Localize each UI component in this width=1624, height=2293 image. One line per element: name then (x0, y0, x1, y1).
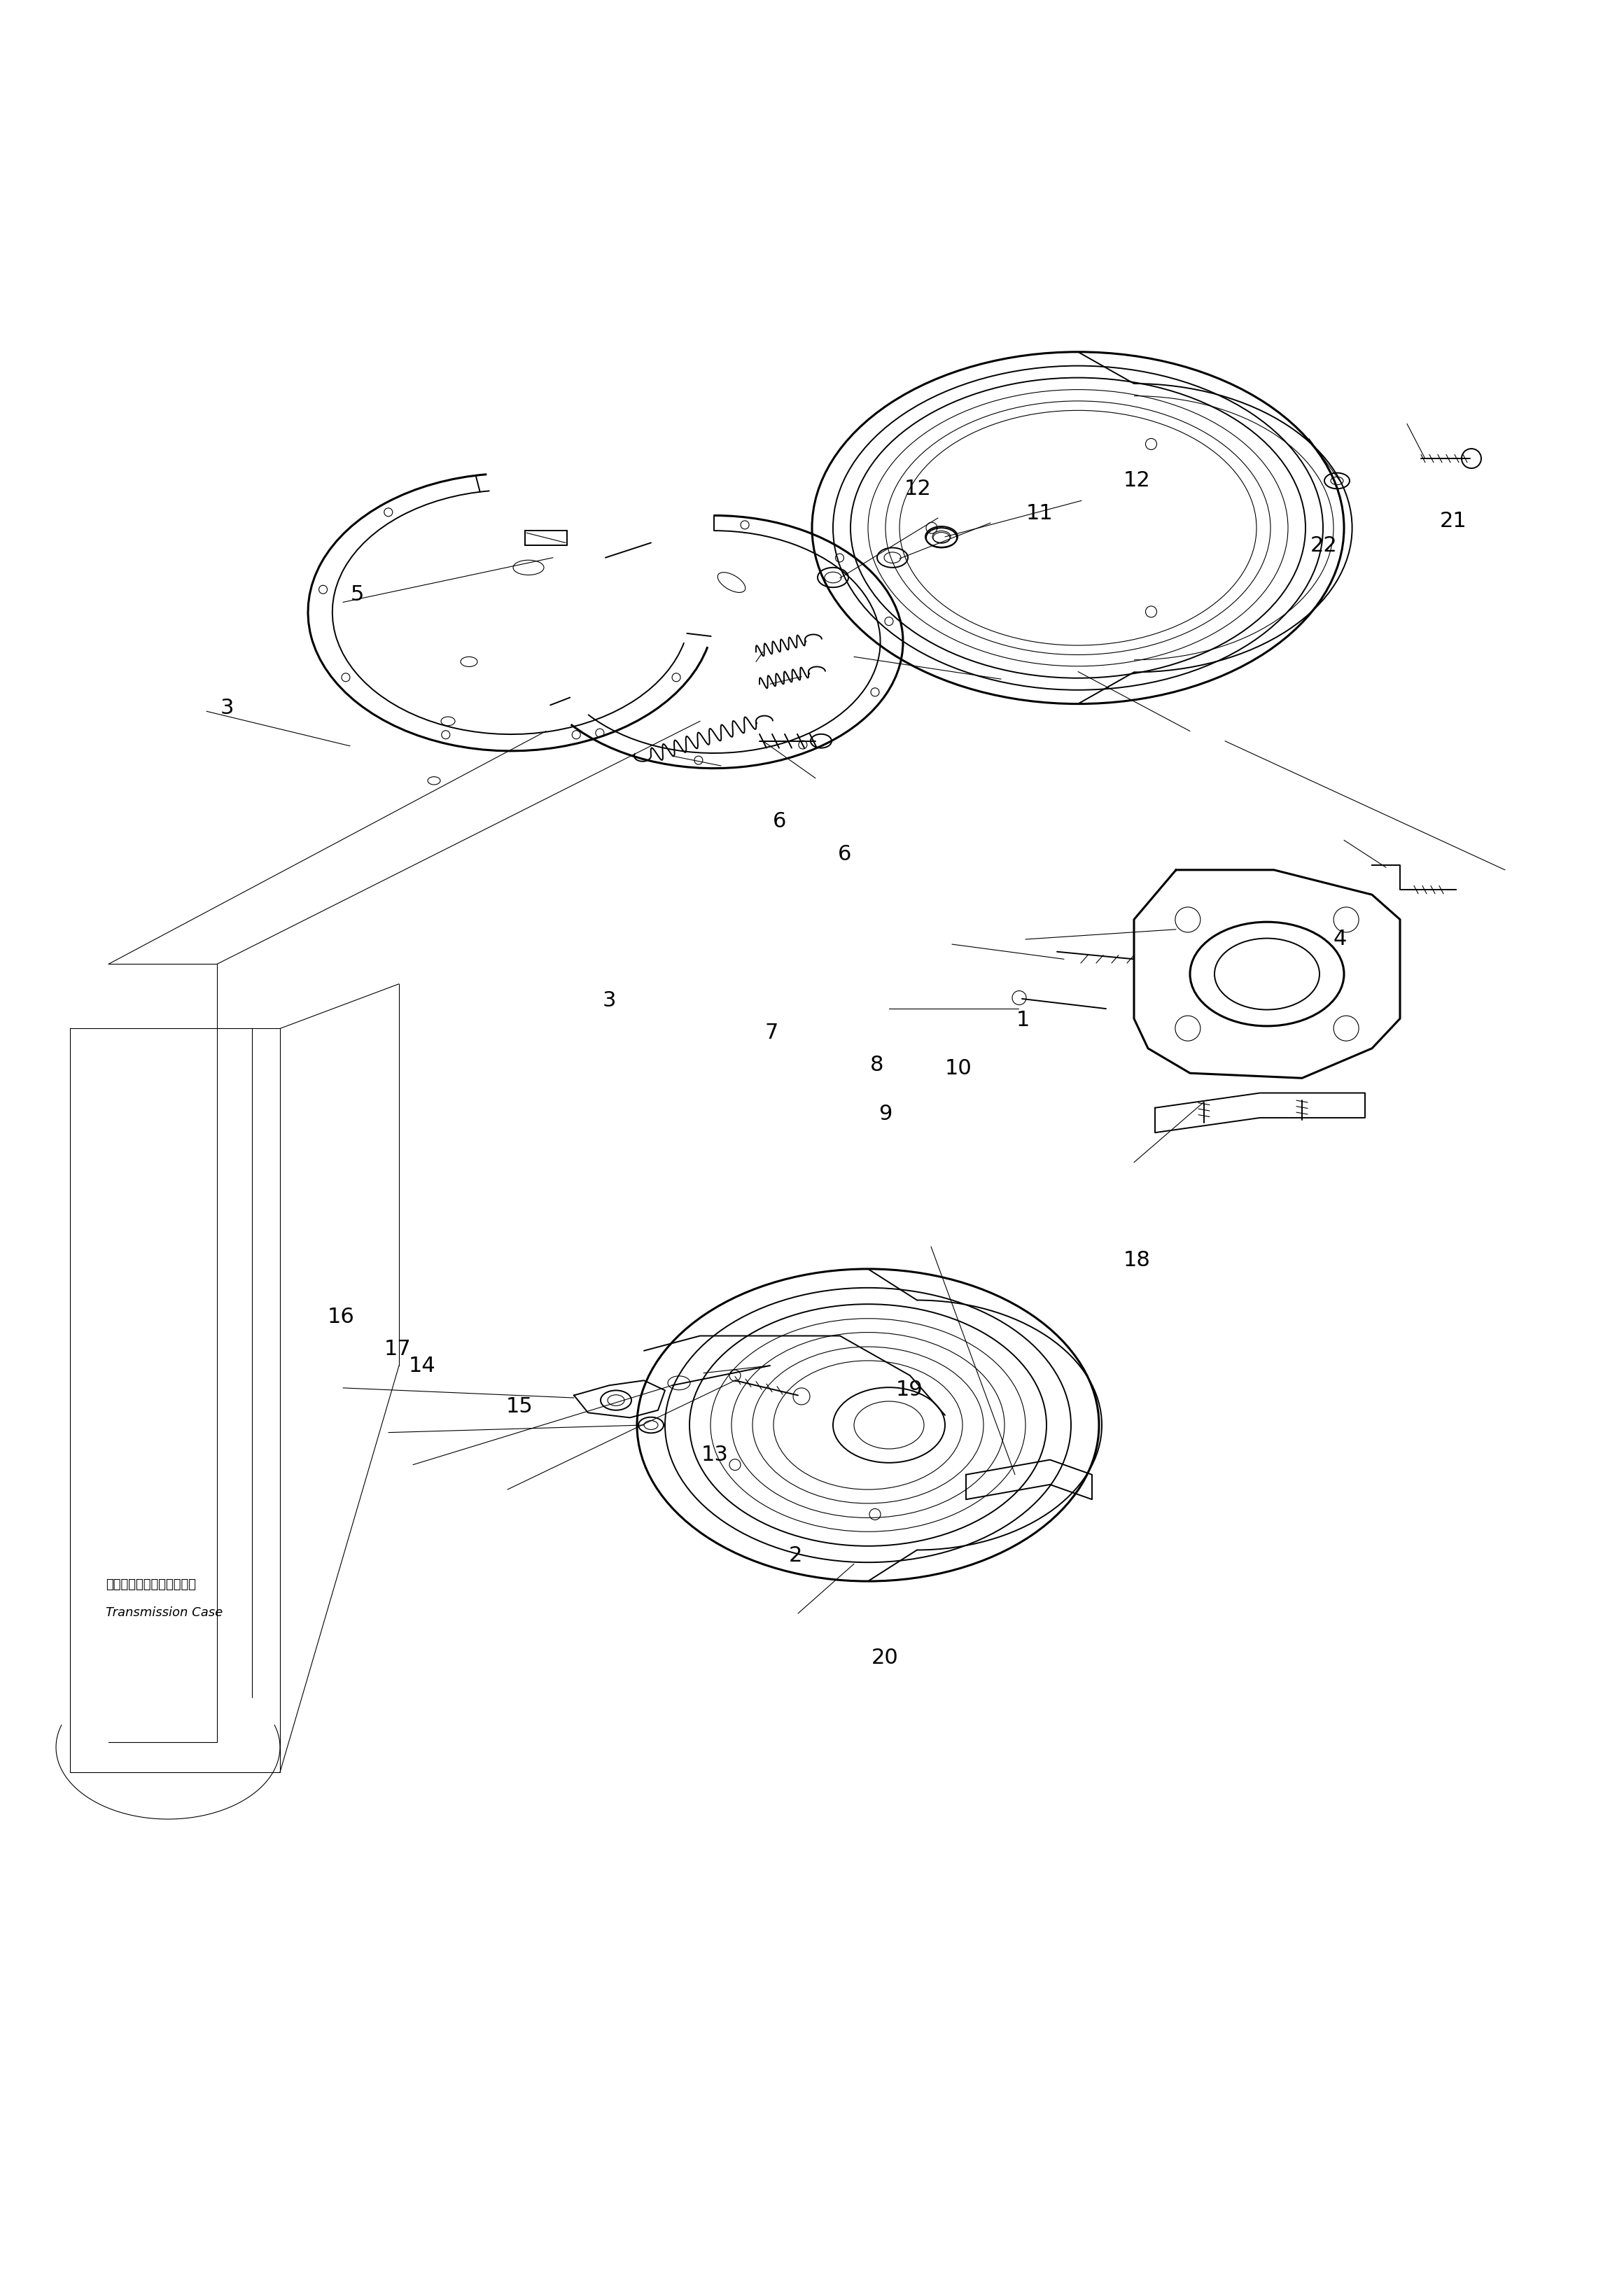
Text: 21: 21 (1440, 511, 1466, 532)
Text: 13: 13 (702, 1445, 728, 1465)
Text: 14: 14 (409, 1355, 435, 1376)
Text: 3: 3 (603, 991, 615, 1011)
Text: 11: 11 (1026, 502, 1052, 523)
Text: 22: 22 (1311, 537, 1337, 555)
FancyBboxPatch shape (525, 530, 567, 546)
Text: 12: 12 (1124, 470, 1150, 491)
Text: 16: 16 (328, 1307, 354, 1328)
Text: 17: 17 (385, 1339, 411, 1360)
Text: Transmission Case: Transmission Case (106, 1607, 222, 1619)
Text: 6: 6 (773, 812, 786, 832)
Text: 18: 18 (1124, 1250, 1150, 1270)
Text: 12: 12 (905, 479, 931, 500)
Text: 5: 5 (351, 585, 364, 605)
Text: 19: 19 (896, 1380, 922, 1401)
Text: 2: 2 (789, 1545, 802, 1566)
Text: トランスミッションケース: トランスミッションケース (106, 1578, 197, 1591)
Text: 4: 4 (1333, 929, 1346, 949)
Text: 9: 9 (879, 1103, 892, 1124)
Text: 3: 3 (221, 697, 234, 718)
Text: 6: 6 (838, 844, 851, 864)
Text: 20: 20 (872, 1649, 898, 1669)
Text: 8: 8 (870, 1055, 883, 1075)
Text: 10: 10 (945, 1059, 971, 1078)
Text: 15: 15 (507, 1396, 533, 1417)
Text: 7: 7 (765, 1023, 778, 1043)
Text: 1: 1 (1017, 1009, 1030, 1030)
